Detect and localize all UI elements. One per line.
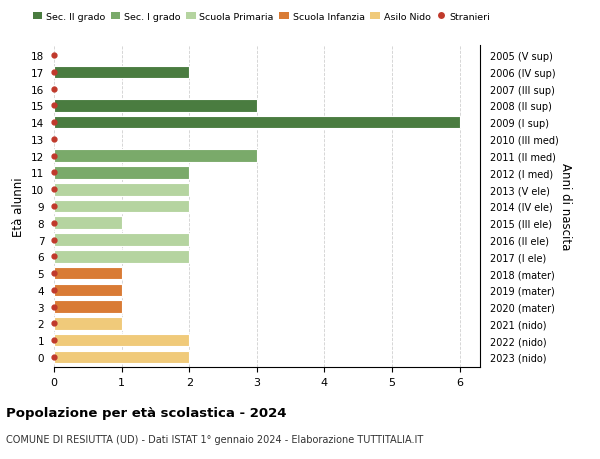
Bar: [54, 217, 122, 230]
Y-axis label: Età alunni: Età alunni: [13, 177, 25, 236]
Bar: [54, 150, 257, 162]
Bar: [54, 234, 189, 246]
Bar: [54, 200, 189, 213]
Text: Popolazione per età scolastica - 2024: Popolazione per età scolastica - 2024: [6, 406, 287, 419]
Bar: [54, 67, 189, 79]
Bar: [54, 251, 189, 263]
Bar: [54, 318, 122, 330]
Bar: [54, 284, 122, 297]
Bar: [54, 167, 189, 179]
Y-axis label: Anni di nascita: Anni di nascita: [559, 163, 572, 250]
Legend: Sec. II grado, Sec. I grado, Scuola Primaria, Scuola Infanzia, Asilo Nido, Stran: Sec. II grado, Sec. I grado, Scuola Prim…: [29, 9, 494, 25]
Bar: [54, 100, 257, 112]
Bar: [54, 334, 189, 347]
Bar: [54, 351, 189, 364]
Bar: [54, 184, 189, 196]
Bar: [54, 267, 122, 280]
Text: COMUNE DI RESIUTTA (UD) - Dati ISTAT 1° gennaio 2024 - Elaborazione TUTTITALIA.I: COMUNE DI RESIUTTA (UD) - Dati ISTAT 1° …: [6, 434, 423, 444]
Bar: [54, 117, 460, 129]
Bar: [54, 301, 122, 313]
